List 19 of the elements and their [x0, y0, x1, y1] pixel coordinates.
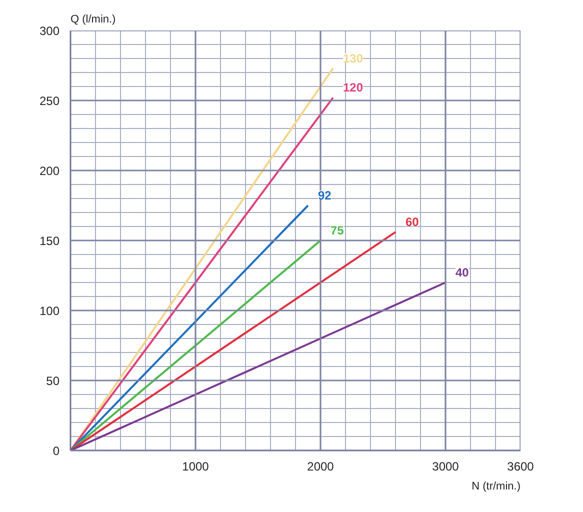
y-tick-label: 200	[39, 164, 60, 178]
series-label: 75	[330, 224, 344, 238]
x-tick-label: 2000	[307, 460, 334, 474]
series-label: 40	[456, 266, 470, 280]
series-label: 92	[318, 188, 332, 202]
y-tick-label: 300	[39, 24, 60, 38]
y-tick-label: 100	[39, 304, 60, 318]
x-axis-title: N (tr/min.)	[472, 480, 521, 492]
series-label: 120	[343, 80, 364, 95]
y-tick-label: 250	[39, 94, 60, 108]
y-tick-label: 50	[46, 374, 60, 388]
y-tick-label: 150	[39, 234, 60, 248]
y-tick-label: 0	[52, 444, 60, 458]
x-tick-label: 1000	[182, 460, 210, 474]
series-label: 60	[406, 215, 420, 230]
x-tick-label: 3000	[432, 460, 460, 474]
x-tick-label: 3600	[507, 460, 534, 474]
y-axis-title: Q (l/min.)	[70, 14, 116, 26]
series-label: 130	[343, 51, 364, 66]
